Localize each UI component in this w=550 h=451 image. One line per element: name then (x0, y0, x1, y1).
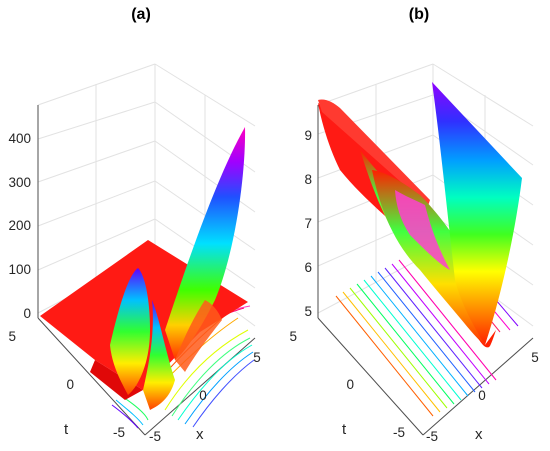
panel-a-x-tick-5: 5 (253, 350, 261, 365)
panel-a-z-ticks: 0 100 200 300 400 (8, 131, 31, 321)
panel-a-axes (37, 105, 256, 436)
panel-b-z-tick-5: 5 (304, 304, 312, 319)
panel-a-z-tick-1: 100 (8, 262, 31, 277)
panel-b-t-tick-0: 0 (346, 377, 354, 392)
panel-a-z-tick-3: 300 (8, 175, 31, 190)
panel-b-t-ticks: 5 0 -5 (289, 329, 405, 440)
panel-a-t-label: t (64, 421, 69, 438)
panel-b-x-tick-5: 5 (531, 350, 539, 365)
panel-a-x-tick-neg5: -5 (149, 429, 161, 444)
panel-b-t-tick-neg5: -5 (393, 425, 405, 440)
panel-b-t-label: t (342, 421, 347, 438)
panel-b-x-label: x (475, 426, 483, 443)
panel-b-x-tick-neg5: -5 (426, 429, 438, 444)
panel-a-x-label: x (196, 426, 204, 443)
panel-b-z-ticks: 5 6 7 8 9 (304, 128, 312, 319)
panel-b-surface (318, 82, 522, 348)
panel-a-t-tick-0: 0 (66, 377, 74, 392)
panel-a-x-ticks: -5 0 5 (149, 350, 261, 444)
panel-a-t-ticks: 5 0 -5 (8, 329, 125, 440)
panel-b-t-tick-5: 5 (289, 329, 297, 344)
panel-a-t-tick-5: 5 (8, 329, 16, 344)
panel-b-z-tick-7: 7 (304, 216, 312, 231)
panel-b-title: (b) (409, 6, 429, 23)
panel-a-x-tick-0: 0 (199, 388, 207, 403)
panel-b-z-tick-9: 9 (304, 128, 312, 143)
panel-a-surface (40, 127, 248, 410)
panel-a-z-tick-2: 200 (8, 218, 31, 233)
panel-a-z-tick-4: 400 (8, 131, 31, 146)
panel-b-z-tick-6: 6 (304, 260, 312, 275)
panel-b-axes (317, 105, 534, 436)
panel-b: (b) (289, 6, 538, 444)
panel-a-z-tick-0: 0 (23, 306, 31, 321)
panel-b-x-tick-0: 0 (478, 388, 486, 403)
panel-a-title: (a) (131, 6, 151, 23)
panel-b-z-tick-8: 8 (304, 172, 312, 187)
panel-b-x-ticks: -5 0 5 (426, 350, 539, 444)
panel-a-t-tick-neg5: -5 (113, 425, 125, 440)
panel-a: (a) (8, 6, 260, 444)
